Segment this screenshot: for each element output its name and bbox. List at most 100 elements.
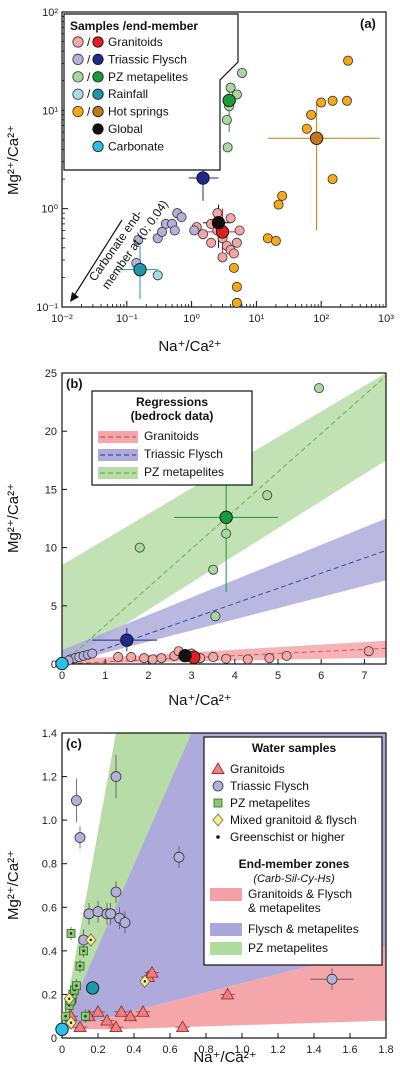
y-tick-label: 10⁻¹ [36, 302, 58, 314]
data-point-triassic-flysch [157, 226, 168, 237]
y-tick-label: 5 [51, 601, 57, 613]
data-point-pz-metapelites [208, 564, 219, 575]
data-point-granitoids [206, 237, 217, 248]
x-tick-label: 10⁻² [51, 313, 73, 325]
data-point-granitoids [242, 654, 253, 665]
panel-b-legend-title-2: (bedrock data) [131, 409, 214, 423]
panel-c: 0 0.2 0.4 0.6 0.8 1.0 1.2 1.4 1.6 1.8 0 0.2 0.4 0.6 0.… [5, 728, 394, 1066]
x-tick-label: 0.6 [162, 1044, 177, 1056]
data-point-hot-springs [231, 297, 242, 308]
zone-label: & metapelites [248, 901, 321, 915]
legend-slash: / [87, 35, 91, 49]
zone-label: PZ metapelites [248, 941, 328, 955]
data-point-granitoids [220, 987, 235, 1000]
legend-marker-dark [92, 53, 104, 66]
data-point-triassic-flysch [176, 212, 187, 223]
data-point-granitoids [234, 225, 245, 236]
panel-a-tag: (a) [360, 16, 376, 31]
data-point-hot-springs [341, 95, 352, 106]
x-tick-label: 1.8 [378, 1044, 393, 1056]
legend-marker-light [72, 88, 84, 100]
x-tick-label: 4 [232, 670, 238, 682]
panel-c-legend-title: Water samples [252, 741, 337, 755]
data-point-hot-springs [306, 109, 317, 120]
panel-c-ylabel: Mg²⁺/Ca²⁺ [5, 850, 22, 920]
x-tick-label: 0.8 [198, 1044, 213, 1056]
data-point-triassic-flysch [189, 225, 200, 236]
panel-c-zone-legend: Granitoids & Flysch& metapelites Flysch &… [210, 887, 359, 955]
legend-marker [213, 798, 223, 808]
x-tick-label: 1.4 [306, 1044, 321, 1056]
x-tick-label: 10⁰ [183, 313, 200, 325]
data-point-granitoids [221, 653, 232, 664]
data-point-granitoids [113, 652, 124, 663]
greenschist-dot [68, 997, 71, 1000]
panel-a-end-members [133, 93, 324, 277]
y-tick-label: 10² [42, 7, 58, 19]
end-member-triassic-flysch [196, 171, 210, 185]
data-point-granitoids [114, 1004, 129, 1017]
data-point-pz-metapelites [221, 114, 232, 125]
greenschist-dot [89, 938, 93, 942]
y-tick-label: 0.8 [42, 859, 57, 871]
greenschist-dot [82, 949, 85, 953]
carbonate-arrow [71, 219, 123, 300]
panel-a-legend-items: / Granitoids / Triassic Flysch / PZ metapelit… [72, 35, 188, 153]
data-point-granitoids [208, 652, 219, 663]
data-point-granitoids [73, 1020, 87, 1033]
data-point-pz-metapelites [222, 142, 233, 153]
panel-c-points [61, 771, 338, 1033]
zone-swatch [210, 923, 242, 936]
y-tick-label: 0 [51, 659, 57, 671]
data-point-triassic-flysch [326, 973, 338, 985]
data-point-granitoids [156, 653, 167, 664]
y-tick-label: 0.6 [42, 902, 57, 914]
legend-label: Granitoids [144, 429, 199, 443]
data-point-hot-springs [327, 95, 338, 106]
panel-c-zones-subtitle: (Carb-Sil-Cy-Hs) [253, 873, 335, 885]
panel-b-tag: (b) [66, 376, 83, 391]
data-point-hot-springs [228, 262, 239, 273]
panel-a-legend-box [63, 13, 239, 171]
panel-c-zones-title: End-member zones [239, 857, 350, 871]
legend-label: Hot springs [108, 105, 169, 119]
legend-label: Granitoids [108, 35, 163, 49]
x-tick-label: 1 [102, 670, 108, 682]
legend-label: Greenschist or higher [230, 830, 345, 844]
data-point-hot-springs [327, 174, 338, 185]
data-point-granitoids [91, 1004, 105, 1017]
panel-c-tag: (c) [66, 736, 82, 751]
data-point-pz-metapelites [237, 67, 248, 78]
legend-label: Global [108, 122, 143, 136]
y-tick-label: 15 [45, 484, 57, 496]
legend-marker-dark [92, 140, 104, 152]
data-point-triassic-flysch [74, 832, 86, 843]
x-tick-label: 3 [189, 670, 195, 682]
data-point-pz-metapelites [262, 490, 273, 501]
legend-marker-dark [92, 88, 104, 100]
data-point-hot-springs [231, 281, 242, 292]
legend-label: Rainfall [108, 87, 148, 101]
legend-marker-dark [92, 71, 104, 83]
y-tick-label: 1.4 [42, 728, 57, 740]
data-point-granitoids [145, 965, 159, 978]
data-point-hot-springs [301, 123, 312, 134]
y-tick-label: 1.0 [42, 815, 57, 827]
legend-slash: / [87, 87, 91, 101]
legend-slash: / [87, 105, 91, 119]
y-tick-label: 20 [45, 426, 57, 438]
y-tick-label: 0.2 [42, 989, 57, 1001]
end-member-hot-springs [309, 131, 324, 145]
greenschist-dot [84, 1015, 87, 1018]
data-point-granitoids [198, 229, 209, 240]
legend-label: Granitoids [230, 762, 285, 776]
x-tick-label: 0.2 [90, 1044, 105, 1056]
legend-label: PZ metapelites [108, 70, 188, 84]
data-point-triassic-flysch [119, 917, 131, 928]
data-point-triassic-flysch [71, 795, 82, 806]
data-point-granitoids [147, 654, 158, 665]
panel-c-legend-items: Granitoids Triassic Flysch PZ metapelites M… [211, 762, 357, 844]
legend-marker-light [72, 53, 84, 66]
